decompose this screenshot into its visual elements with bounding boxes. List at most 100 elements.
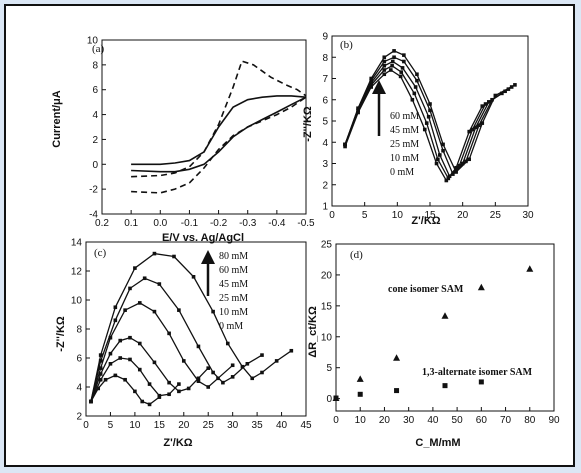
panel-a-xtick-label-5: -0.3	[239, 218, 257, 229]
panel-c-series-0-point-11	[260, 370, 264, 375]
panel-c-xtick-label-4: 20	[178, 420, 190, 431]
panel-c-series-5-point-0	[89, 399, 93, 404]
panel-b-xtick-label-5: 25	[490, 210, 502, 221]
panel-b-series-0-point-9	[454, 170, 458, 174]
panel-a-xtick-label-0: 0.2	[95, 218, 109, 229]
panel-c-series-1-point-6	[177, 308, 181, 312]
panel-c-series-4-point-5	[137, 367, 142, 372]
panel-c-series-0-point-2	[113, 305, 118, 310]
panel-c-series-0-point-12	[274, 359, 279, 363]
panel-a-xlabel: E/V vs. Ag/AgCl	[162, 232, 244, 244]
panel-b-series-3-point-3	[382, 68, 387, 72]
panel-b-xtick-label-2: 10	[392, 210, 404, 221]
annotation-alternate: 1,3-alternate isomer SAM	[422, 367, 533, 378]
panel-c-ytick-label-2: 6	[76, 354, 82, 365]
panel-b-series-2-point-8	[438, 153, 442, 157]
panel-d-series-0-point-2	[393, 354, 401, 361]
panel-b-series-0-point-8	[441, 142, 445, 147]
panel-c-series-0-point-9	[240, 364, 245, 369]
panel-a-xtick-label-6: -0.4	[268, 218, 286, 229]
panel-b-series-3-point-8	[436, 157, 440, 162]
panel-b-series-3-point-2	[369, 83, 373, 87]
panel-a-ytick-label-5: 6	[92, 85, 98, 96]
panel-b-series-0-point-5	[402, 53, 406, 57]
panel-d-series-0-point-1	[356, 375, 364, 382]
panel-a-xtick-label-1: 0.1	[124, 218, 138, 229]
panel-b-series-2-point-11	[473, 125, 478, 130]
panel-c-ytick-label-5: 12	[71, 267, 83, 278]
legend-arrowhead-b	[372, 80, 386, 94]
panel-c-series-2-point-4	[137, 301, 142, 305]
panel-c-xtick-label-0: 0	[83, 420, 89, 431]
panel-c-ylabel: -Z''/KΩ	[55, 316, 67, 352]
panel-b-series-3-point-1	[356, 108, 360, 113]
panel-b-series-4-point-6	[410, 97, 415, 102]
panel-b-series-2-point-7	[426, 114, 431, 119]
panel-b-series-4-point-0	[343, 144, 347, 149]
panel-b-ytick-label-2: 3	[322, 159, 328, 170]
panel-c-series-3-point-10	[196, 376, 201, 381]
panel-b-ytick-label-8: 9	[322, 32, 328, 43]
panel-b-series-3-point-0	[343, 142, 347, 147]
panel-a-series-1-upper-line	[131, 95, 307, 166]
panel-c-series-2-point-8	[196, 379, 201, 383]
panel-c-series-0-point-1	[98, 353, 103, 357]
panel-c-series-3-point-4	[128, 335, 132, 340]
panel-d-xtick-label-0: 0	[333, 415, 339, 426]
panel-d-xtick-label-7: 70	[500, 415, 512, 426]
panel-a-ytick-label-6: 8	[92, 60, 98, 71]
legend-c-1: 60 mM	[219, 265, 248, 276]
panel-d-ytick-label-5: 25	[321, 240, 333, 251]
panel-c: (c) -Z''/KΩ Z'/KΩ 80 mM 60 mM 45 mM 25 m…	[55, 247, 248, 449]
panel-c-xtick-label-6: 30	[227, 420, 239, 431]
panel-b-series-3-point-7	[424, 121, 429, 125]
panel-d-xtick-label-6: 60	[476, 415, 488, 426]
panel-c-series-3-point-8	[177, 389, 181, 394]
panel-a-ytick-label-3: 2	[92, 135, 98, 146]
panel-c-ytick-label-4: 10	[71, 296, 83, 307]
panel-c-series-2-point-7	[181, 359, 186, 363]
panel-b-series-3-point-4	[390, 63, 394, 68]
panel-d-series-0-point-3	[441, 312, 449, 319]
panel-c-series-3-point-1	[98, 372, 103, 376]
panel-b-series-4-point-3	[382, 72, 387, 77]
panel-c-series-1-point-2	[113, 318, 118, 323]
panel-b-series-4-point-10	[454, 165, 458, 170]
panel-b-series-1-point-2	[369, 78, 373, 83]
panel-c-series-5-point-8	[157, 395, 162, 399]
panel-c-series-3-point-2	[108, 351, 113, 356]
panel-c-series-1-point-4	[142, 276, 147, 281]
panel-b-series-4-point-8	[434, 161, 439, 166]
panel-c-series-0-point-8	[225, 341, 230, 346]
panel-c-series-4-point-3	[118, 356, 123, 360]
panel-b-series-0-line	[344, 50, 516, 174]
panel-b-series-3-point-5	[399, 70, 404, 74]
legend-c-3: 25 mM	[219, 293, 248, 304]
panel-d-series-0-point-5	[526, 265, 534, 272]
panel-c-series-1-point-8	[211, 370, 215, 375]
panel-b-series-1-point-5	[402, 59, 406, 64]
panel-d-xlabel: C_M/mM	[415, 437, 460, 449]
figure-frame: (a) Current/μA E/V vs. Ag/AgCl (b) -Z''/…	[4, 4, 575, 467]
panel-b-ytick-label-5: 6	[322, 95, 328, 106]
panel-c-series-2-point-1	[98, 366, 103, 370]
panel-label-c: (c)	[94, 247, 107, 259]
panel-c-series-0-point-7	[211, 309, 215, 314]
panel-c-ytick-label-1: 4	[76, 383, 82, 394]
annotation-cone: cone isomer SAM	[388, 284, 464, 295]
panel-b-ytick-label-7: 8	[322, 53, 328, 64]
panel-b-series-0-point-3	[382, 55, 387, 60]
panel-c-series-4-point-6	[147, 382, 152, 386]
panel-d: (d) ΔR_ct/KΩ C_M/mM cone isomer SAM 1,3-…	[307, 249, 533, 449]
panel-c-series-4-point-2	[108, 362, 113, 366]
panel-c-ytick-label-6: 14	[71, 238, 83, 249]
panel-a-ytick-label-4: 4	[92, 110, 98, 121]
panel-c-series-1-point-11	[245, 362, 250, 366]
legend-c-5: 0 mM	[219, 321, 243, 332]
legend-c-0: 80 mM	[219, 251, 248, 262]
panel-c-xtick-label-3: 15	[154, 420, 166, 431]
panel-a-series-0-lower-line	[131, 96, 307, 194]
legend-b-3: 10 mM	[390, 153, 419, 164]
panel-b-series-4-point-9	[444, 178, 449, 183]
panel-b-series-2-point-10	[460, 161, 465, 166]
